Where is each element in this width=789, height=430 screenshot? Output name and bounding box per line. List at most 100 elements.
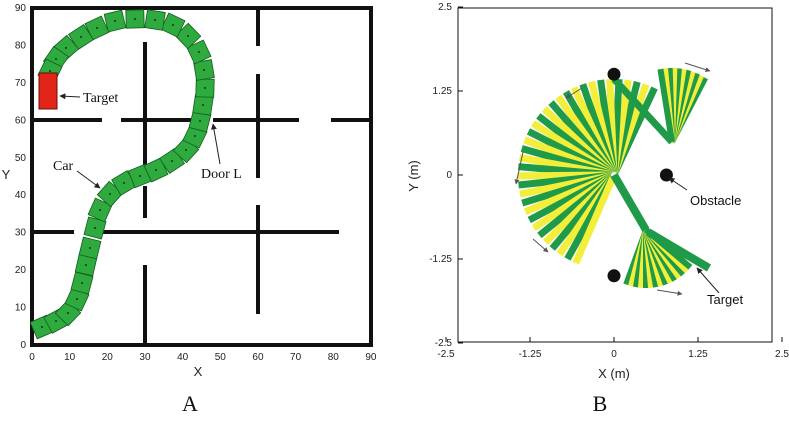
car-center-dot <box>41 326 43 328</box>
car-center-dot <box>49 70 51 72</box>
y-tick-label: 80 <box>15 40 27 51</box>
car-center-dot <box>55 320 57 322</box>
y-axis-label: Y (m) <box>406 160 421 192</box>
robot-pose-bar <box>572 176 617 265</box>
door-annotation: Door L <box>201 167 242 182</box>
y-tick-labels: 2.5 1.25 0 -1.25 -2.5 <box>429 2 452 349</box>
panel-a-label: A <box>182 391 198 416</box>
car-center-dot <box>76 298 78 300</box>
panel-b-label: B <box>593 391 608 416</box>
x-tick-label: -2.5 <box>437 349 455 360</box>
y-tick-label: 90 <box>15 3 27 14</box>
car-center-dot <box>199 120 201 122</box>
car-center-dot <box>185 149 187 151</box>
car-center-dot <box>109 193 111 195</box>
x-tick-label: 1.25 <box>688 349 708 360</box>
maze-walls <box>32 8 371 345</box>
y-axis-label: Y <box>2 167 11 182</box>
x-tick-label: -1.25 <box>519 349 542 360</box>
y-tick-label: -2.5 <box>435 338 453 349</box>
target-annotation: Target <box>83 91 118 106</box>
car-center-dot <box>204 87 206 89</box>
y-tick-label: 60 <box>15 115 27 126</box>
y-tick-label: 40 <box>15 190 27 201</box>
car-center-dot <box>96 27 98 29</box>
car-center-dot <box>89 247 91 249</box>
y-tick-label: 50 <box>15 153 27 164</box>
car-center-dot <box>55 58 57 60</box>
x-tick-label: 0 <box>29 352 35 363</box>
car-center-dot <box>171 160 173 162</box>
car-center-dot <box>194 135 196 137</box>
arena-frame <box>30 6 373 347</box>
x-tick-label: 70 <box>290 352 302 363</box>
target-annotation: Target <box>707 292 744 307</box>
target-arrow <box>696 267 720 294</box>
car-center-dot <box>202 104 204 106</box>
y-tick-label: 0 <box>446 170 452 181</box>
y-tick-label: 2.5 <box>438 2 452 13</box>
x-tick-label: 30 <box>139 352 151 363</box>
car-center-dot <box>94 227 96 229</box>
car-center-dot <box>203 69 205 71</box>
robot-pose-bar <box>645 228 712 272</box>
car-trajectory <box>29 9 215 340</box>
obstacle-dot <box>607 67 621 81</box>
x-tick-label: 2.5 <box>775 349 789 360</box>
obstacle-arrow <box>668 177 688 191</box>
target-marker <box>38 72 58 110</box>
car-annotation: Car <box>53 159 74 174</box>
car-center-dot <box>134 18 136 20</box>
x-tick-label: 40 <box>177 352 189 363</box>
car-arrow <box>76 170 101 189</box>
x-axis-label: X (m) <box>598 366 630 381</box>
car-center-dot <box>155 169 157 171</box>
y-tick-label: -1.25 <box>429 254 452 265</box>
y-tick-label: 30 <box>15 228 27 239</box>
x-tick-labels: -2.5 -1.25 0 1.25 2.5 <box>437 349 789 360</box>
obstacle-annotation: Obstacle <box>690 193 741 208</box>
obstacles <box>607 67 673 283</box>
car-center-dot <box>172 24 174 26</box>
motion-arrow <box>514 151 524 185</box>
car-center-dot <box>80 36 82 38</box>
car-center-dot <box>99 209 101 211</box>
door-arrow <box>210 123 221 165</box>
car-center-dot <box>81 282 83 284</box>
motion-arrow <box>656 289 683 296</box>
x-tick-label: 80 <box>328 352 340 363</box>
car-center-dot <box>198 51 200 53</box>
x-tick-label: 10 <box>64 352 76 363</box>
obstacle-dot <box>607 269 621 283</box>
car-center-dot <box>114 20 116 22</box>
x-tick-labels: 0 10 20 30 40 50 60 70 80 90 <box>29 352 377 363</box>
car-center-dot <box>187 35 189 37</box>
motion-arrow <box>684 62 711 73</box>
y-tick-label: 10 <box>15 303 27 314</box>
car-center-dot <box>65 47 67 49</box>
x-tick-label: 60 <box>252 352 264 363</box>
y-tick-label: 20 <box>15 265 27 276</box>
car-center-dot <box>139 175 141 177</box>
car-center-dot <box>67 312 69 314</box>
motion-arrow <box>532 238 549 253</box>
robot-pose-bar <box>657 68 675 143</box>
x-tick-label: 0 <box>611 349 617 360</box>
car-center-dot <box>123 182 125 184</box>
motion-arrow <box>565 87 583 99</box>
axis-ticks <box>445 6 783 344</box>
y-tick-label: 70 <box>15 78 27 89</box>
motion-arrows <box>514 62 711 296</box>
x-axis-label: X <box>194 364 203 379</box>
x-tick-label: 50 <box>215 352 227 363</box>
car-center-dot <box>85 264 87 266</box>
x-tick-label: 90 <box>365 352 377 363</box>
robot-pose-bar <box>611 76 675 145</box>
panel-a: 0 10 20 30 40 50 60 70 80 90 0102030405060708090 … <box>2 3 377 416</box>
y-tick-label: 0 <box>20 340 26 351</box>
x-tick-label: 20 <box>102 352 114 363</box>
panel-b: -2.5 -1.25 0 1.25 2.5 2.5 1.25 0 -1.25 -2.5 X (m… <box>406 2 789 416</box>
y-tick-label: 1.25 <box>433 86 453 97</box>
target-arrow <box>59 93 81 100</box>
